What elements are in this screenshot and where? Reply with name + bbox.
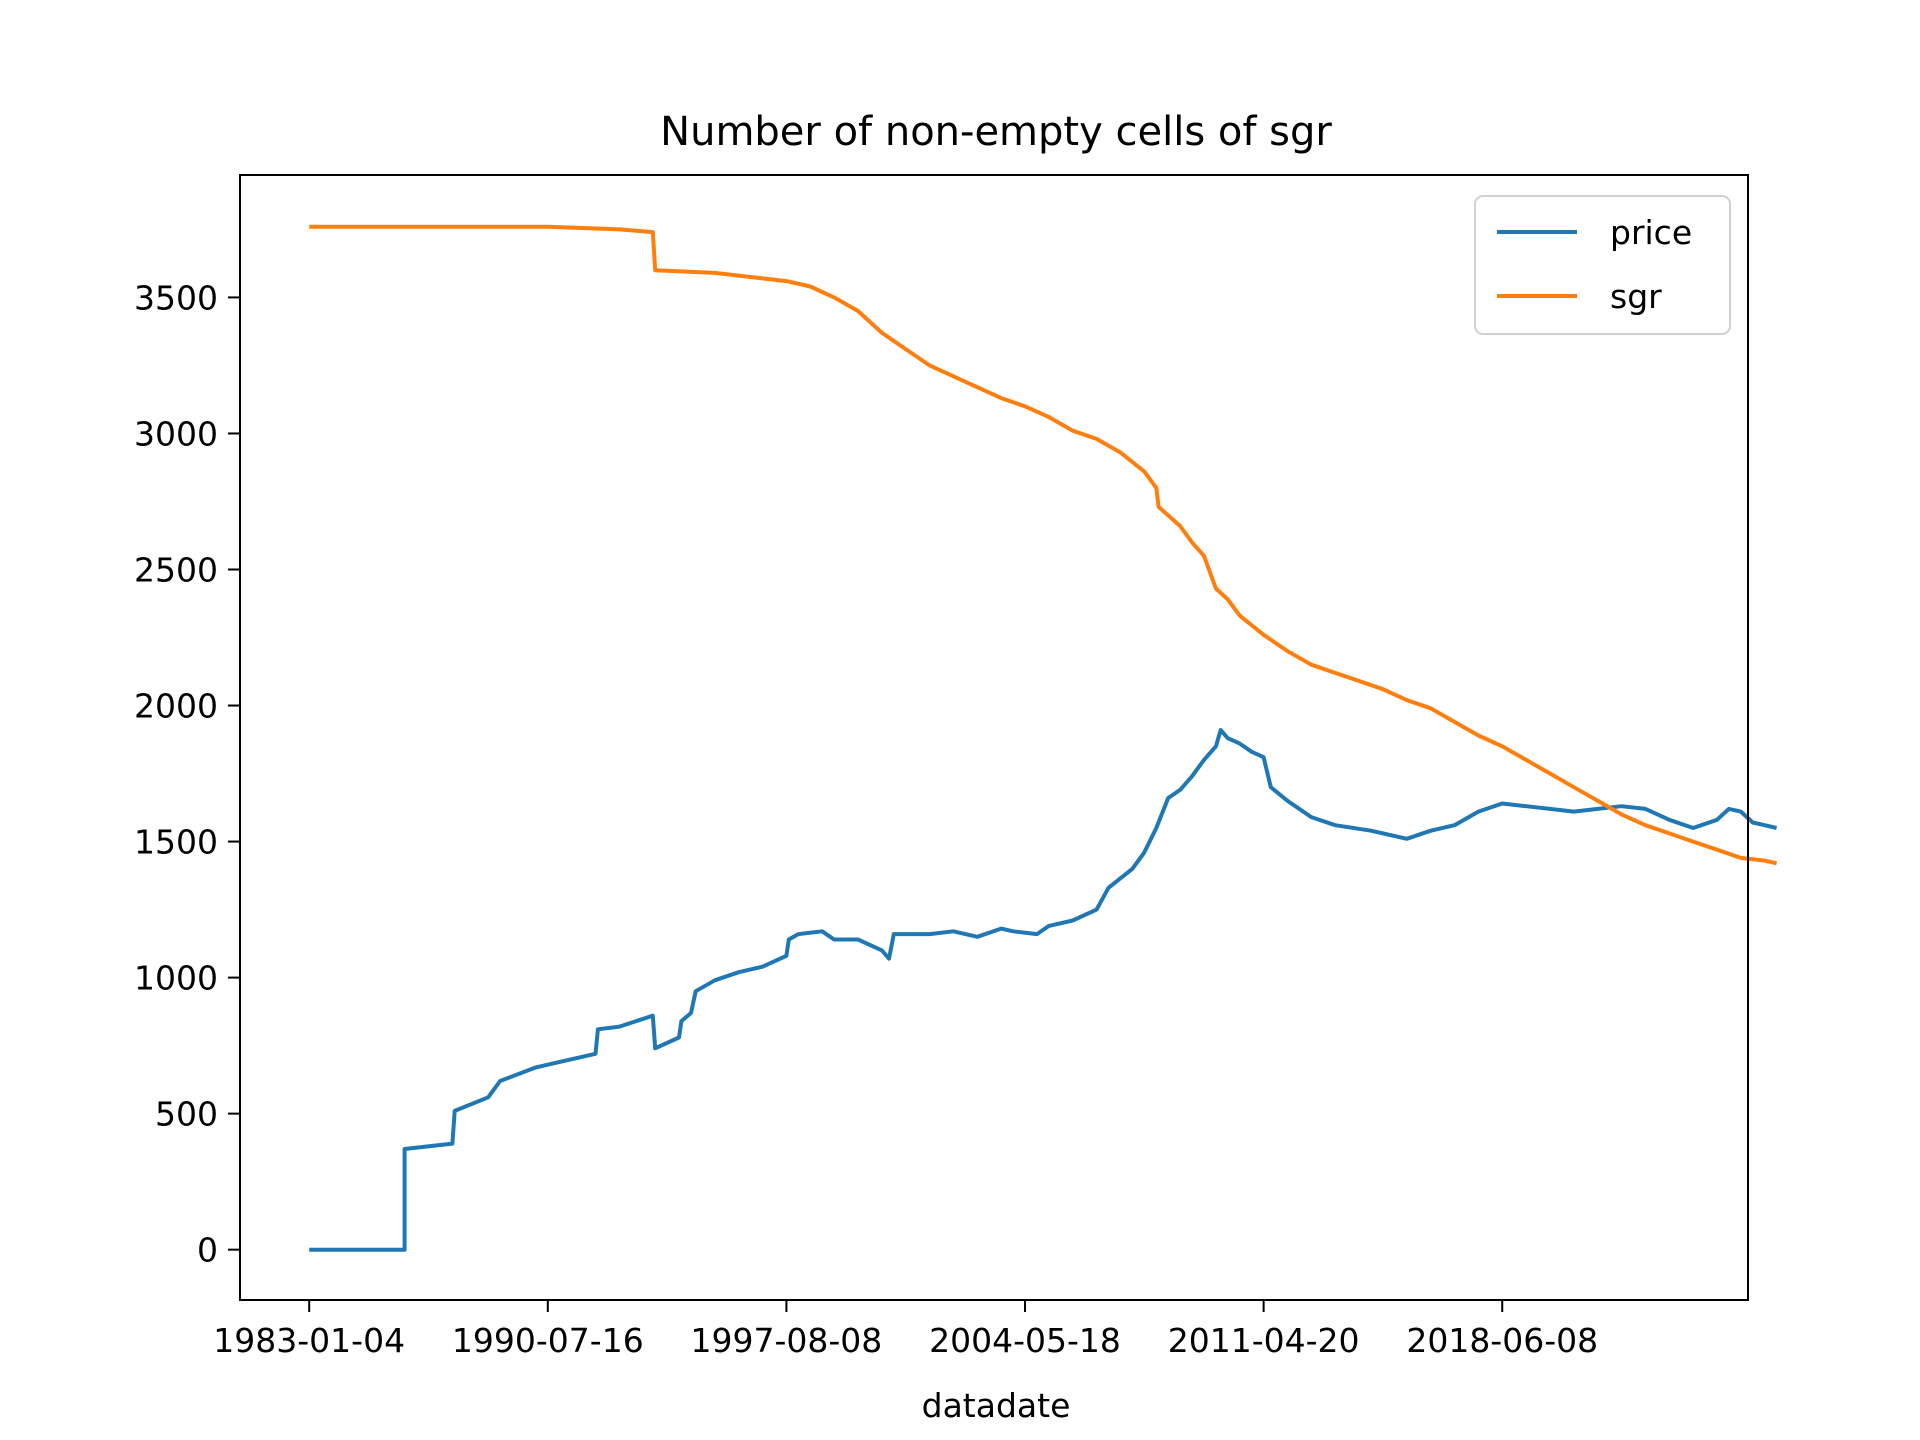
y-tick-label: 3500 [134, 278, 218, 317]
y-tick-label: 2000 [134, 687, 218, 726]
y-tick-label: 2500 [134, 550, 218, 589]
x-axis-ticks: 1983-01-04 1990-07-16 1997-08-08 2004-05-18… [213, 1300, 1598, 1360]
x-tick-label: 2004-05-18 [929, 1321, 1121, 1360]
x-tick-label: 1983-01-04 [213, 1321, 405, 1360]
series-line-sgr [309, 224, 1778, 866]
x-tick-label: 1997-08-08 [691, 1321, 883, 1360]
y-tick-label: 3000 [134, 414, 218, 453]
legend-label-sgr: sgr [1610, 277, 1662, 316]
y-tick-label: 0 [197, 1231, 218, 1270]
y-axis-ticks: 0 500 1000 1500 2000 2500 3000 3500 [134, 278, 240, 1270]
legend: price sgr [1474, 195, 1731, 335]
x-axis-label: datadate [922, 1386, 1071, 1425]
x-tick-label: 2018-06-08 [1406, 1321, 1598, 1360]
legend-label-price: price [1610, 213, 1692, 252]
chart-title: Number of non-empty cells of sgr [660, 109, 1332, 155]
x-tick-label: 1990-07-16 [452, 1321, 644, 1360]
plot-lines [309, 224, 1778, 1252]
y-tick-label: 500 [155, 1095, 218, 1134]
series-line-price [309, 728, 1778, 1252]
y-tick-label: 1000 [134, 959, 218, 998]
x-tick-label: 2011-04-20 [1168, 1321, 1360, 1360]
plot-frame [239, 174, 1749, 1301]
y-tick-label: 1500 [134, 823, 218, 862]
